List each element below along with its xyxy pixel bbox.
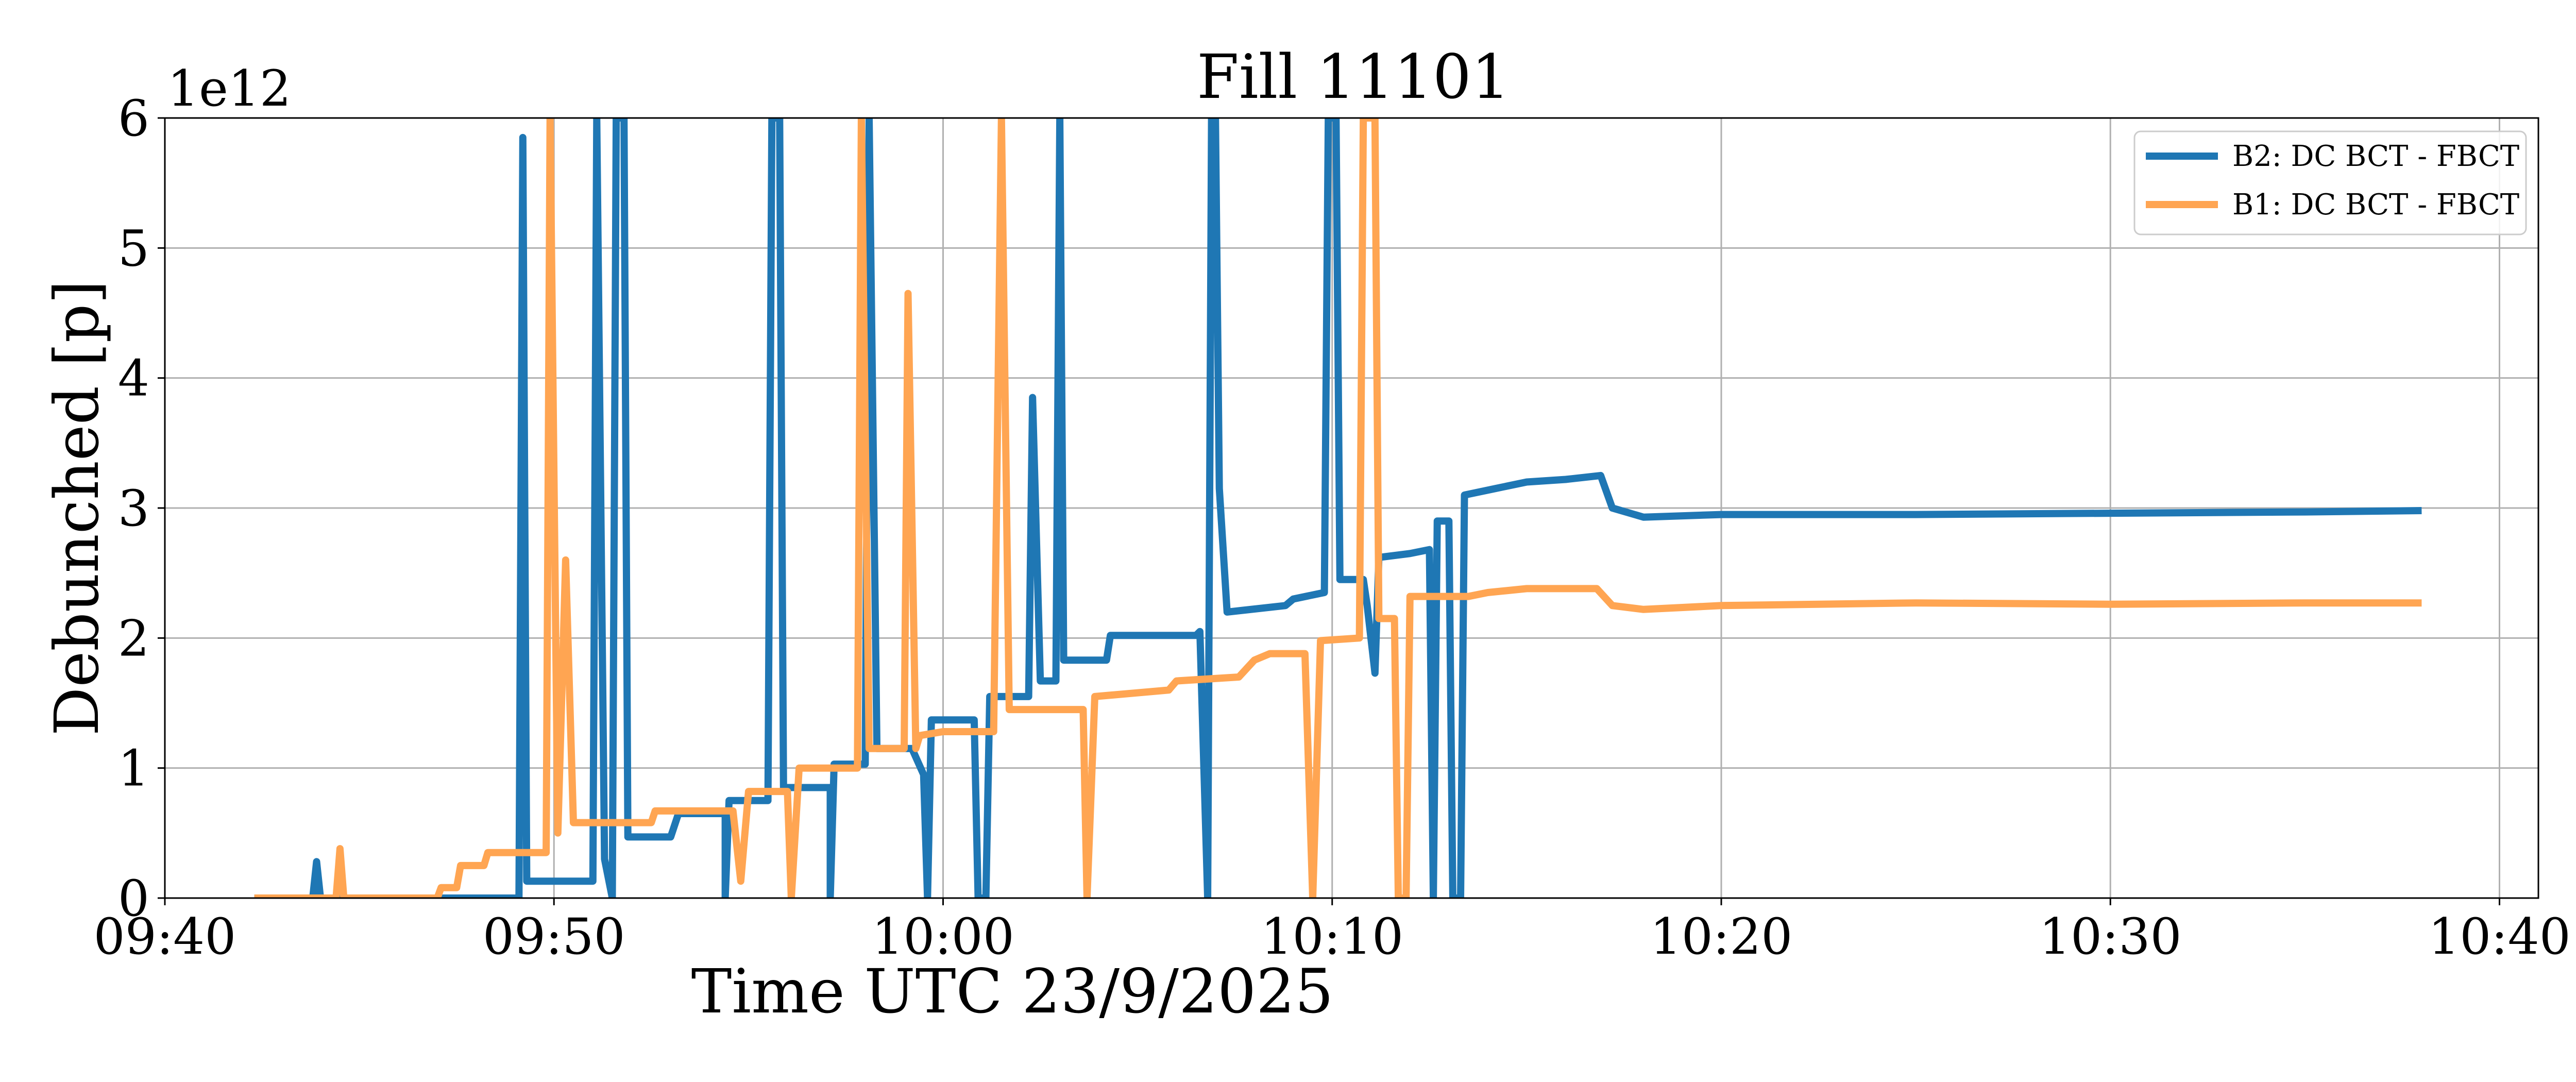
y-tick-label: 0 bbox=[118, 870, 149, 927]
x-axis-label: Time UTC 23/9/2025 bbox=[691, 956, 1334, 1027]
x-tick-label: 09:50 bbox=[483, 908, 625, 966]
y-tick-label: 3 bbox=[118, 480, 149, 537]
plot-series bbox=[254, 118, 2422, 898]
x-tick-label: 10:20 bbox=[1650, 908, 1793, 966]
x-tick-label: 10:40 bbox=[2428, 908, 2571, 966]
legend-label-b1: B1: DC BCT - FBCT bbox=[2232, 188, 2519, 222]
y-axis-multiplier: 1e12 bbox=[167, 60, 291, 117]
y-tick-label: 4 bbox=[118, 350, 149, 408]
y-axis-label: Debunched [p] bbox=[41, 280, 112, 736]
y-tick-label: 1 bbox=[118, 740, 149, 798]
x-tick-label: 10:00 bbox=[872, 908, 1014, 966]
legend-box bbox=[2133, 130, 2527, 235]
x-tick-label: 10:10 bbox=[1261, 908, 1403, 966]
x-tick-label: 09:40 bbox=[94, 908, 236, 966]
legend: B2: DC BCT - FBCT B1: DC BCT - FBCT bbox=[2133, 130, 2527, 235]
y-tick-label: 5 bbox=[118, 219, 149, 277]
chart-title: Fill 11101 bbox=[1197, 41, 1510, 112]
series-line-b1 bbox=[254, 118, 2422, 898]
legend-label-b2: B2: DC BCT - FBCT bbox=[2232, 140, 2519, 173]
series-line-b2 bbox=[254, 118, 2422, 898]
x-tick-label: 10:30 bbox=[2039, 908, 2182, 966]
y-tick-label: 2 bbox=[118, 610, 149, 667]
y-tick-label: 6 bbox=[118, 90, 149, 147]
axis-ticks: 09:40 09:50 10:00 10:10 10:20 10:30 10:40 0 1 2 3 4… bbox=[94, 90, 2571, 966]
